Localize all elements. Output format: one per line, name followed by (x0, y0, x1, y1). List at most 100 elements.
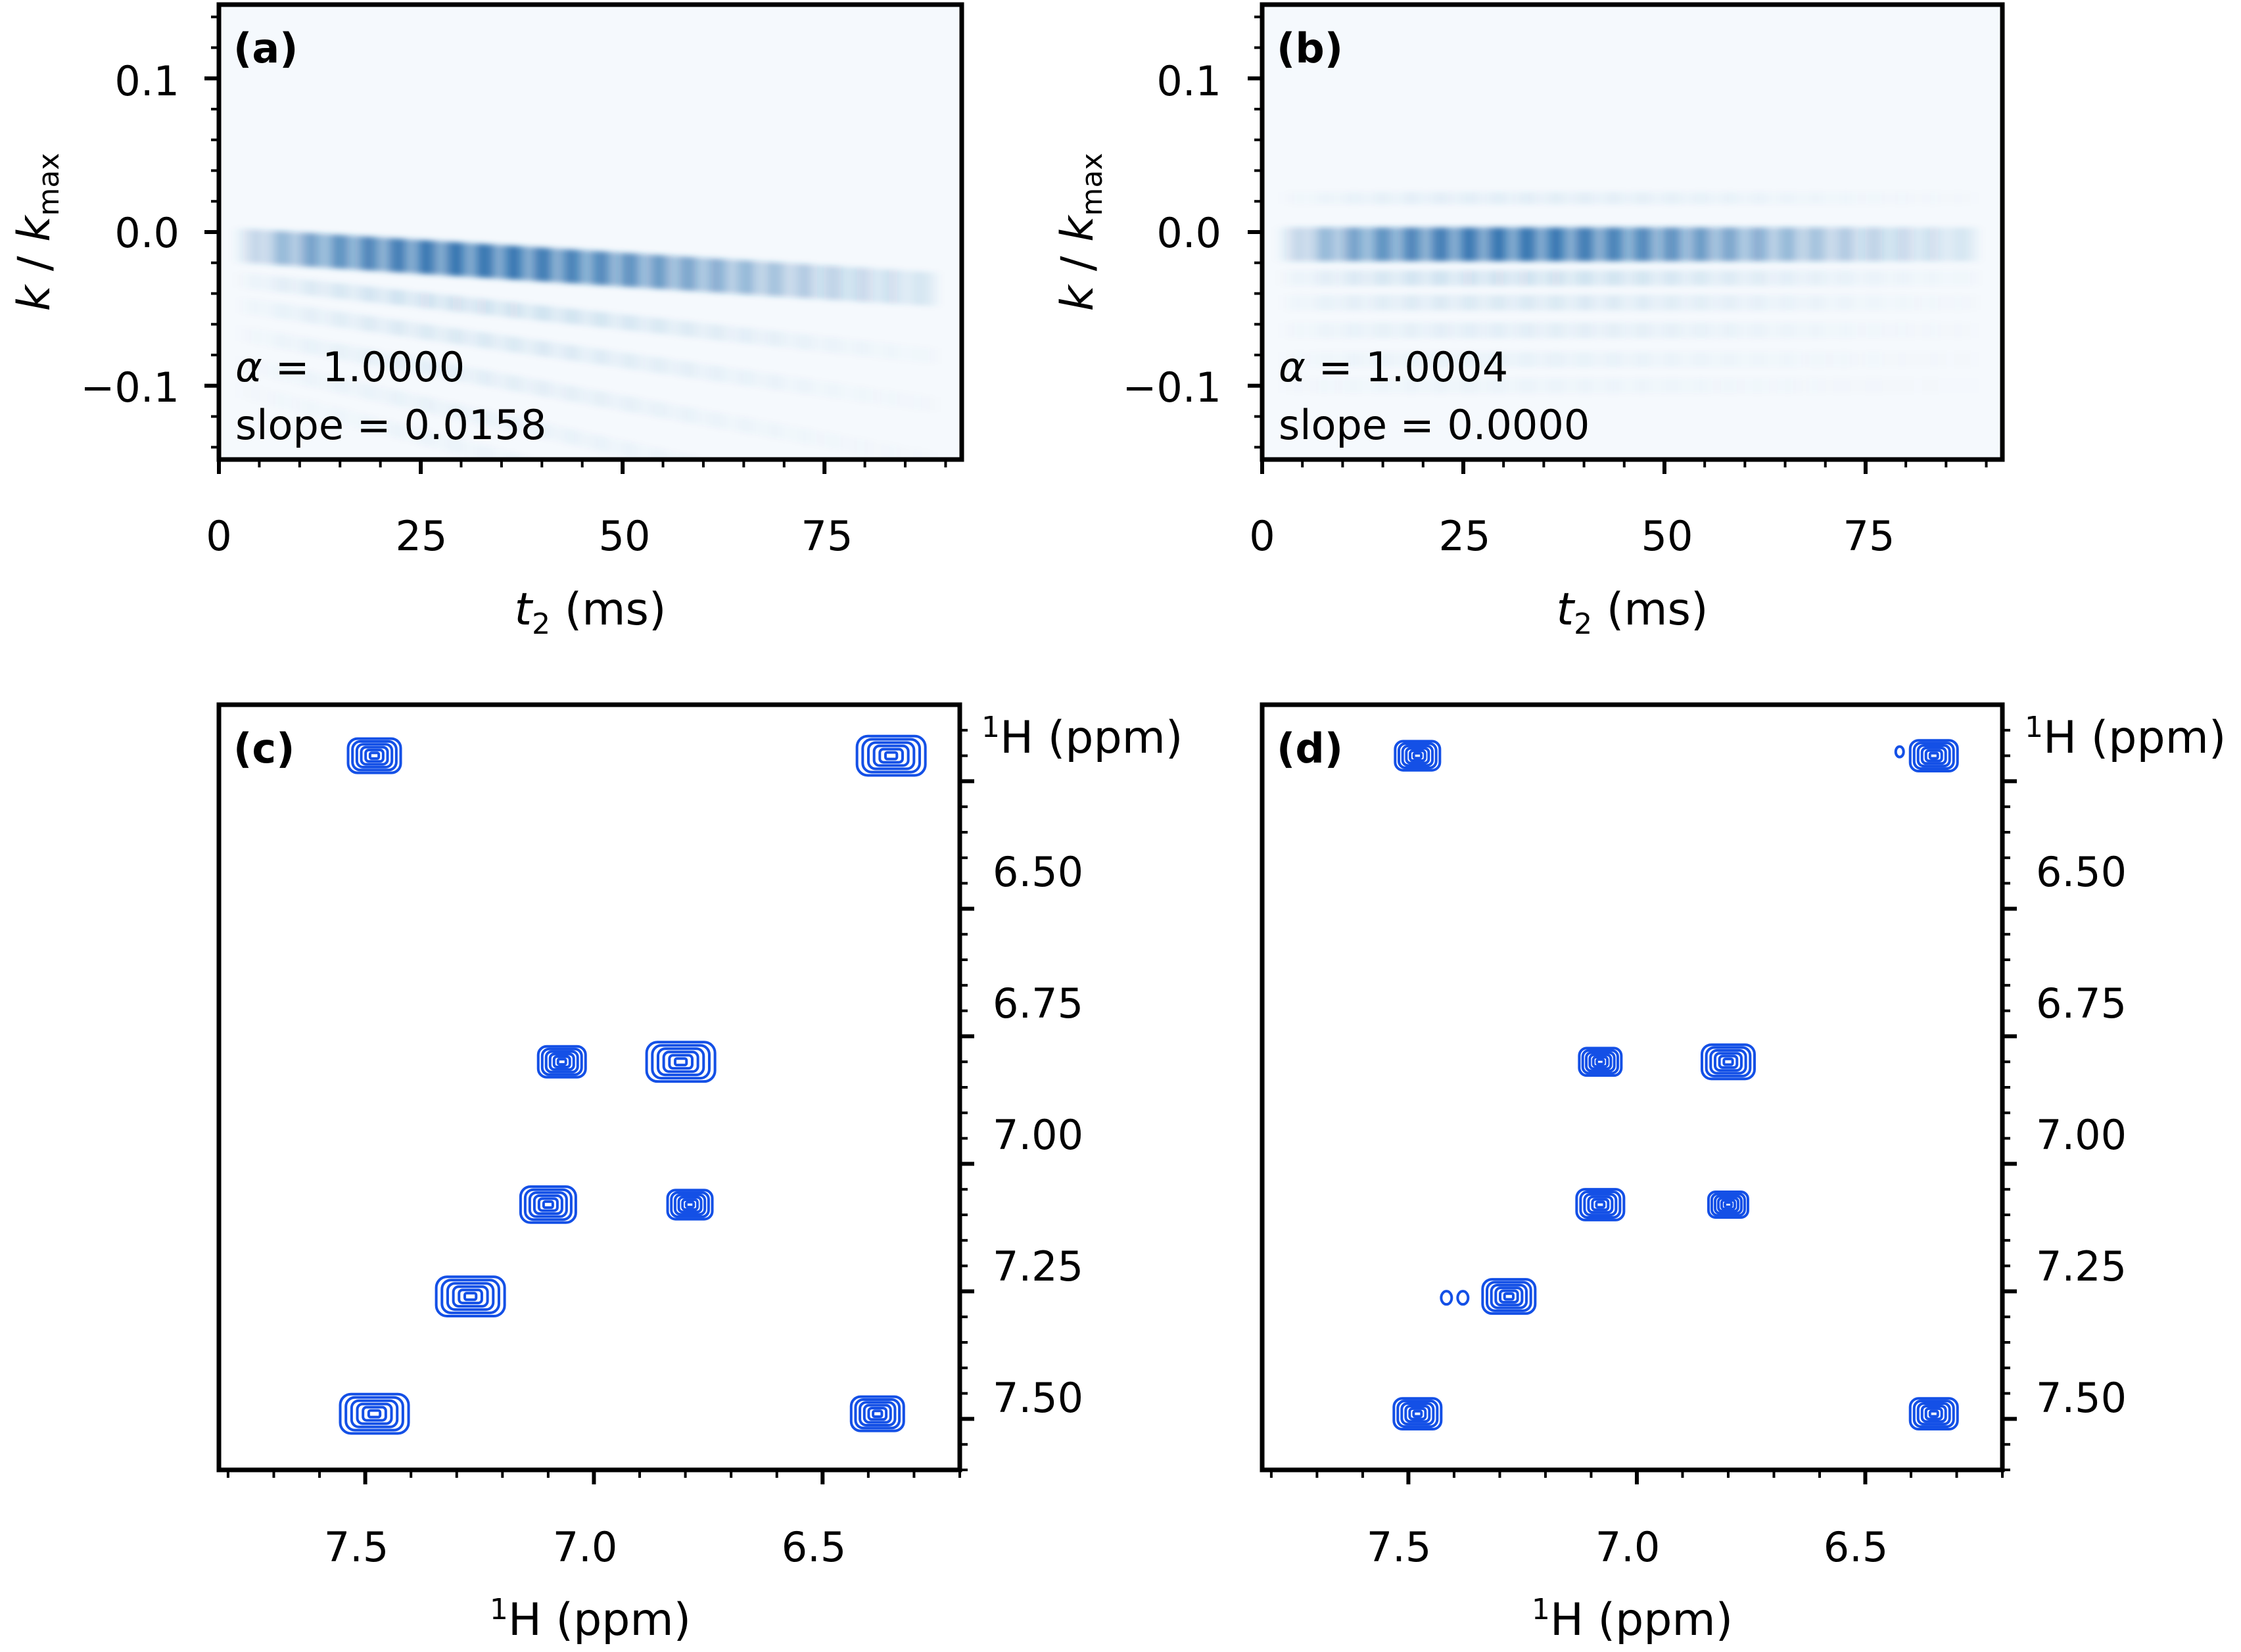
heatmap-streak (1705, 295, 1713, 311)
heatmap-streak (1431, 295, 1440, 311)
panel-a-ytick-0.1: 0.1 (114, 57, 179, 105)
heatmap-streak (1294, 270, 1303, 285)
heatmap-streak (509, 375, 519, 391)
heatmap-streak (1761, 378, 1770, 393)
heatmap-streak (283, 304, 293, 320)
heatmap-streak (1841, 323, 1850, 338)
heatmap-streak (1818, 295, 1826, 310)
heatmap-streak (1648, 192, 1657, 204)
heatmap-streak (743, 418, 752, 433)
heatmap-cell (1874, 227, 1883, 262)
heatmap-streak (1511, 352, 1520, 367)
heatmap-streak (1688, 270, 1697, 286)
heatmap-streak (1946, 192, 1954, 204)
heatmap-streak (873, 342, 882, 358)
heatmap-streak (388, 289, 397, 305)
heatmap-streak (1616, 295, 1625, 311)
heatmap-streak (1391, 323, 1400, 338)
heatmap-streak (1833, 378, 1842, 393)
heatmap-streak (1664, 378, 1673, 393)
heatmap-streak (509, 416, 519, 432)
heatmap-cell (872, 268, 882, 303)
heatmap-streak (1407, 322, 1416, 339)
heatmap-streak (784, 477, 793, 492)
heatmap-streak (606, 350, 615, 366)
heatmap-cell (1817, 227, 1826, 262)
heatmap-streak (574, 387, 583, 403)
contour-ring (458, 1288, 483, 1305)
heatmap-streak (1801, 323, 1810, 338)
heatmap-streak (388, 389, 397, 405)
heatmap-streak (1390, 270, 1400, 286)
heatmap-streak (227, 354, 235, 369)
heatmap-cell (542, 248, 551, 282)
heatmap-streak (1720, 295, 1730, 311)
heatmap-streak (453, 328, 462, 344)
heatmap-streak (566, 308, 575, 324)
heatmap-cell (388, 238, 397, 272)
contour-peak (1578, 1047, 1623, 1077)
heatmap-streak (1342, 270, 1352, 286)
heatmap-streak (1712, 295, 1721, 310)
heatmap-streak (1793, 270, 1802, 286)
heatmap-cell (1865, 227, 1874, 262)
heatmap-streak (235, 297, 244, 312)
contour-ring (1718, 1054, 1739, 1069)
heatmap-cell (816, 265, 825, 299)
heatmap-streak (268, 302, 276, 317)
heatmap-streak (1737, 192, 1745, 204)
heatmap-streak (1954, 378, 1963, 393)
heatmap-streak (1640, 270, 1649, 286)
heatmap-streak (412, 323, 421, 339)
heatmap-streak (1648, 352, 1657, 367)
heatmap-streak (316, 309, 325, 325)
heatmap-streak (913, 557, 922, 572)
heatmap-cell (1914, 227, 1923, 262)
heatmap-streak (1439, 352, 1448, 367)
heatmap-streak (1866, 378, 1874, 393)
heatmap-streak (1858, 378, 1866, 393)
heatmap-streak (646, 400, 655, 416)
heatmap-streak (736, 327, 744, 343)
heatmap-streak (1278, 295, 1286, 310)
heatmap-streak (1600, 322, 1609, 339)
heatmap-cell (275, 231, 284, 265)
contour-ring (651, 1044, 711, 1080)
heatmap-streak (574, 469, 582, 484)
heatmap-streak (1833, 352, 1842, 367)
heatmap-streak (776, 522, 785, 537)
heatmap-cell (1809, 227, 1818, 262)
heatmap-cell (1382, 227, 1392, 262)
heatmap-streak (832, 434, 841, 449)
ylabel-sub: max (1075, 153, 1109, 216)
heatmap-streak (1946, 295, 1954, 310)
heatmap-blur-layer (1278, 192, 1979, 393)
heatmap-streak (1946, 352, 1954, 367)
heatmap-streak (1777, 295, 1786, 311)
heatmap-streak (881, 343, 889, 358)
heatmap-cell (1769, 227, 1778, 262)
heatmap-streak (1632, 322, 1641, 339)
heatmap-streak (655, 318, 664, 334)
xlabel-sup: 1 (490, 1593, 508, 1626)
heatmap-streak (1906, 323, 1914, 338)
heatmap-streak (752, 419, 761, 435)
heatmap-streak (1906, 295, 1914, 310)
heatmap-streak (1471, 192, 1480, 204)
heatmap-streak (1624, 270, 1633, 286)
heatmap-cell (832, 266, 841, 300)
heatmap-cell (646, 254, 655, 289)
heatmap-streak (913, 346, 922, 362)
contour-ring (1713, 1194, 1743, 1215)
heatmap-streak (1632, 295, 1641, 311)
heatmap-streak (1664, 192, 1673, 204)
heatmap-streak (1729, 378, 1737, 393)
heatmap-streak (1487, 295, 1496, 311)
contour-ring (355, 743, 394, 768)
heatmap-cell (1881, 227, 1891, 262)
heatmap-streak (1705, 270, 1713, 286)
contour-peak (1575, 1188, 1626, 1221)
heatmap-cell (776, 262, 785, 296)
heatmap-cell (824, 266, 834, 300)
heatmap-cell (1938, 227, 1946, 262)
